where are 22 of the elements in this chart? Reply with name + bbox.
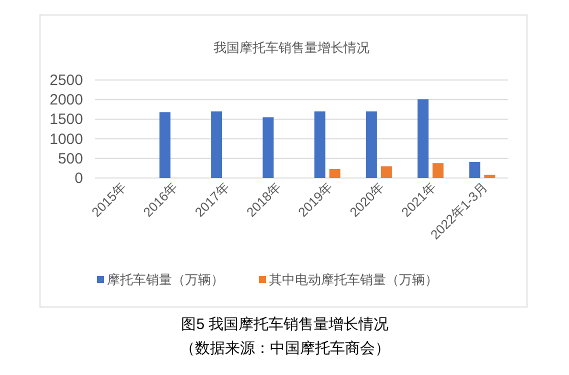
bar [329,168,340,178]
y-tick-label: 1500 [50,111,83,128]
bar [484,174,496,178]
bar [159,112,170,178]
bar [211,111,222,178]
text: （数据来源：中国摩托车商会） [180,340,390,357]
bar [469,162,480,178]
bar [380,166,392,178]
bar [432,163,444,178]
y-tick-label: 0 [74,170,83,187]
y-tick-label: 2000 [50,92,83,109]
y-tick-label: 2500 [50,72,83,89]
bar [314,111,326,178]
y-tick-label: 500 [58,150,83,168]
bar [418,99,429,178]
bar [262,117,274,178]
y-tick-label: 1000 [50,130,83,148]
caption: 图5 我国摩托车销售量增长情况 [181,316,389,333]
legend-label: 其中电动摩托车销量（万辆） [269,272,438,287]
chart-title: 我国摩托车销售量增长情况 [214,40,370,55]
bar [366,111,377,178]
legend-label: 摩托车销量（万辆） [107,272,224,287]
